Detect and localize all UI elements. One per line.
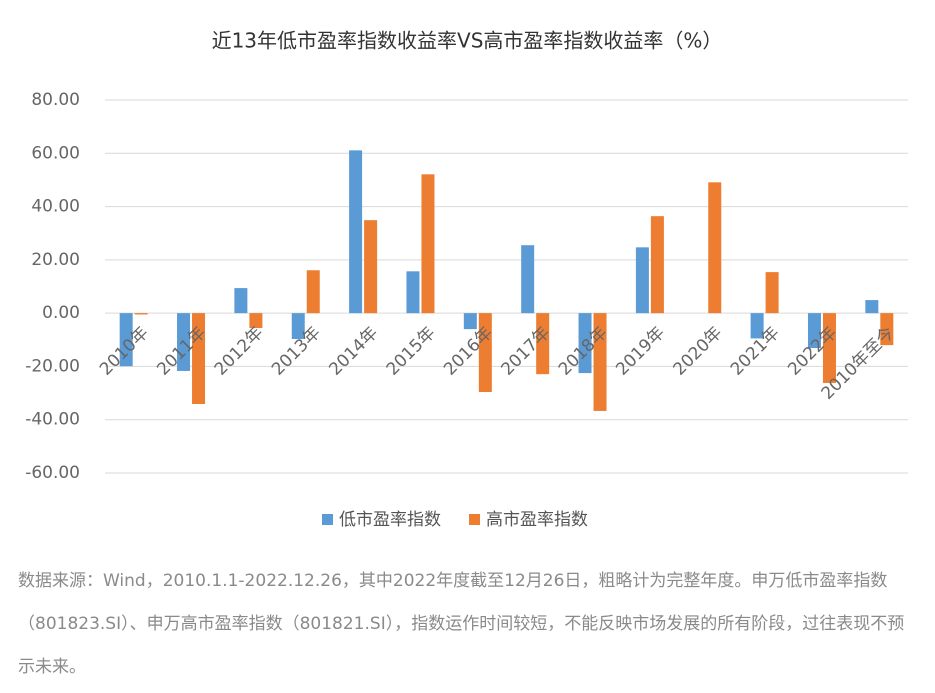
- x-tick-label: 2014年: [325, 323, 382, 380]
- bar: [865, 300, 879, 314]
- bar: [521, 245, 535, 314]
- bar: [134, 313, 148, 315]
- x-tick-label: 2012年: [211, 323, 268, 380]
- legend-swatch: [322, 514, 333, 525]
- y-tick-label: -60.00: [25, 463, 80, 483]
- legend-label: 高市盈率指数: [486, 510, 588, 530]
- bar: [765, 272, 779, 314]
- y-tick-label: 40.00: [31, 197, 80, 217]
- bar: [708, 182, 722, 314]
- bar: [750, 313, 764, 339]
- chart: 近13年低市盈率指数收益率VS高市盈率指数收益率（%） -60.00 -40.00…: [25, 29, 908, 530]
- bar: [306, 270, 320, 314]
- bar: [349, 150, 363, 314]
- bar: [880, 313, 894, 346]
- x-tick-label: 2020年: [670, 323, 727, 380]
- bar: [291, 313, 305, 339]
- y-tick-label: 0.00: [42, 303, 80, 323]
- legend-label: 低市盈率指数: [339, 510, 441, 530]
- bar: [807, 313, 821, 349]
- y-tick-label: 80.00: [31, 90, 80, 110]
- bar: [406, 271, 420, 314]
- bar: [192, 313, 206, 404]
- bar: [593, 313, 607, 411]
- bar: [478, 313, 492, 393]
- y-tick-label: 60.00: [31, 143, 80, 163]
- x-tick-label: 2019年: [612, 323, 669, 380]
- bar: [249, 313, 263, 329]
- bar: [421, 174, 435, 314]
- y-tick-label: 20.00: [31, 250, 80, 270]
- bar: [536, 313, 550, 375]
- y-tick-label: -20.00: [25, 356, 80, 376]
- bar: [463, 313, 477, 330]
- bar: [364, 220, 378, 314]
- bar: [635, 247, 649, 314]
- bar: [822, 313, 836, 383]
- footnote: 数据来源：Wind，2010.1.1-2022.12.26，其中2022年度截至…: [18, 571, 905, 677]
- bar: [177, 313, 191, 371]
- y-tick-label: -40.00: [25, 410, 80, 430]
- x-tick-label: 2015年: [383, 323, 440, 380]
- legend-swatch: [469, 514, 480, 525]
- bar: [234, 288, 248, 314]
- bar: [578, 313, 592, 374]
- chart-title: 近13年低市盈率指数收益率VS高市盈率指数收益率（%）: [212, 29, 723, 53]
- bar: [650, 216, 664, 314]
- bar: [119, 313, 133, 367]
